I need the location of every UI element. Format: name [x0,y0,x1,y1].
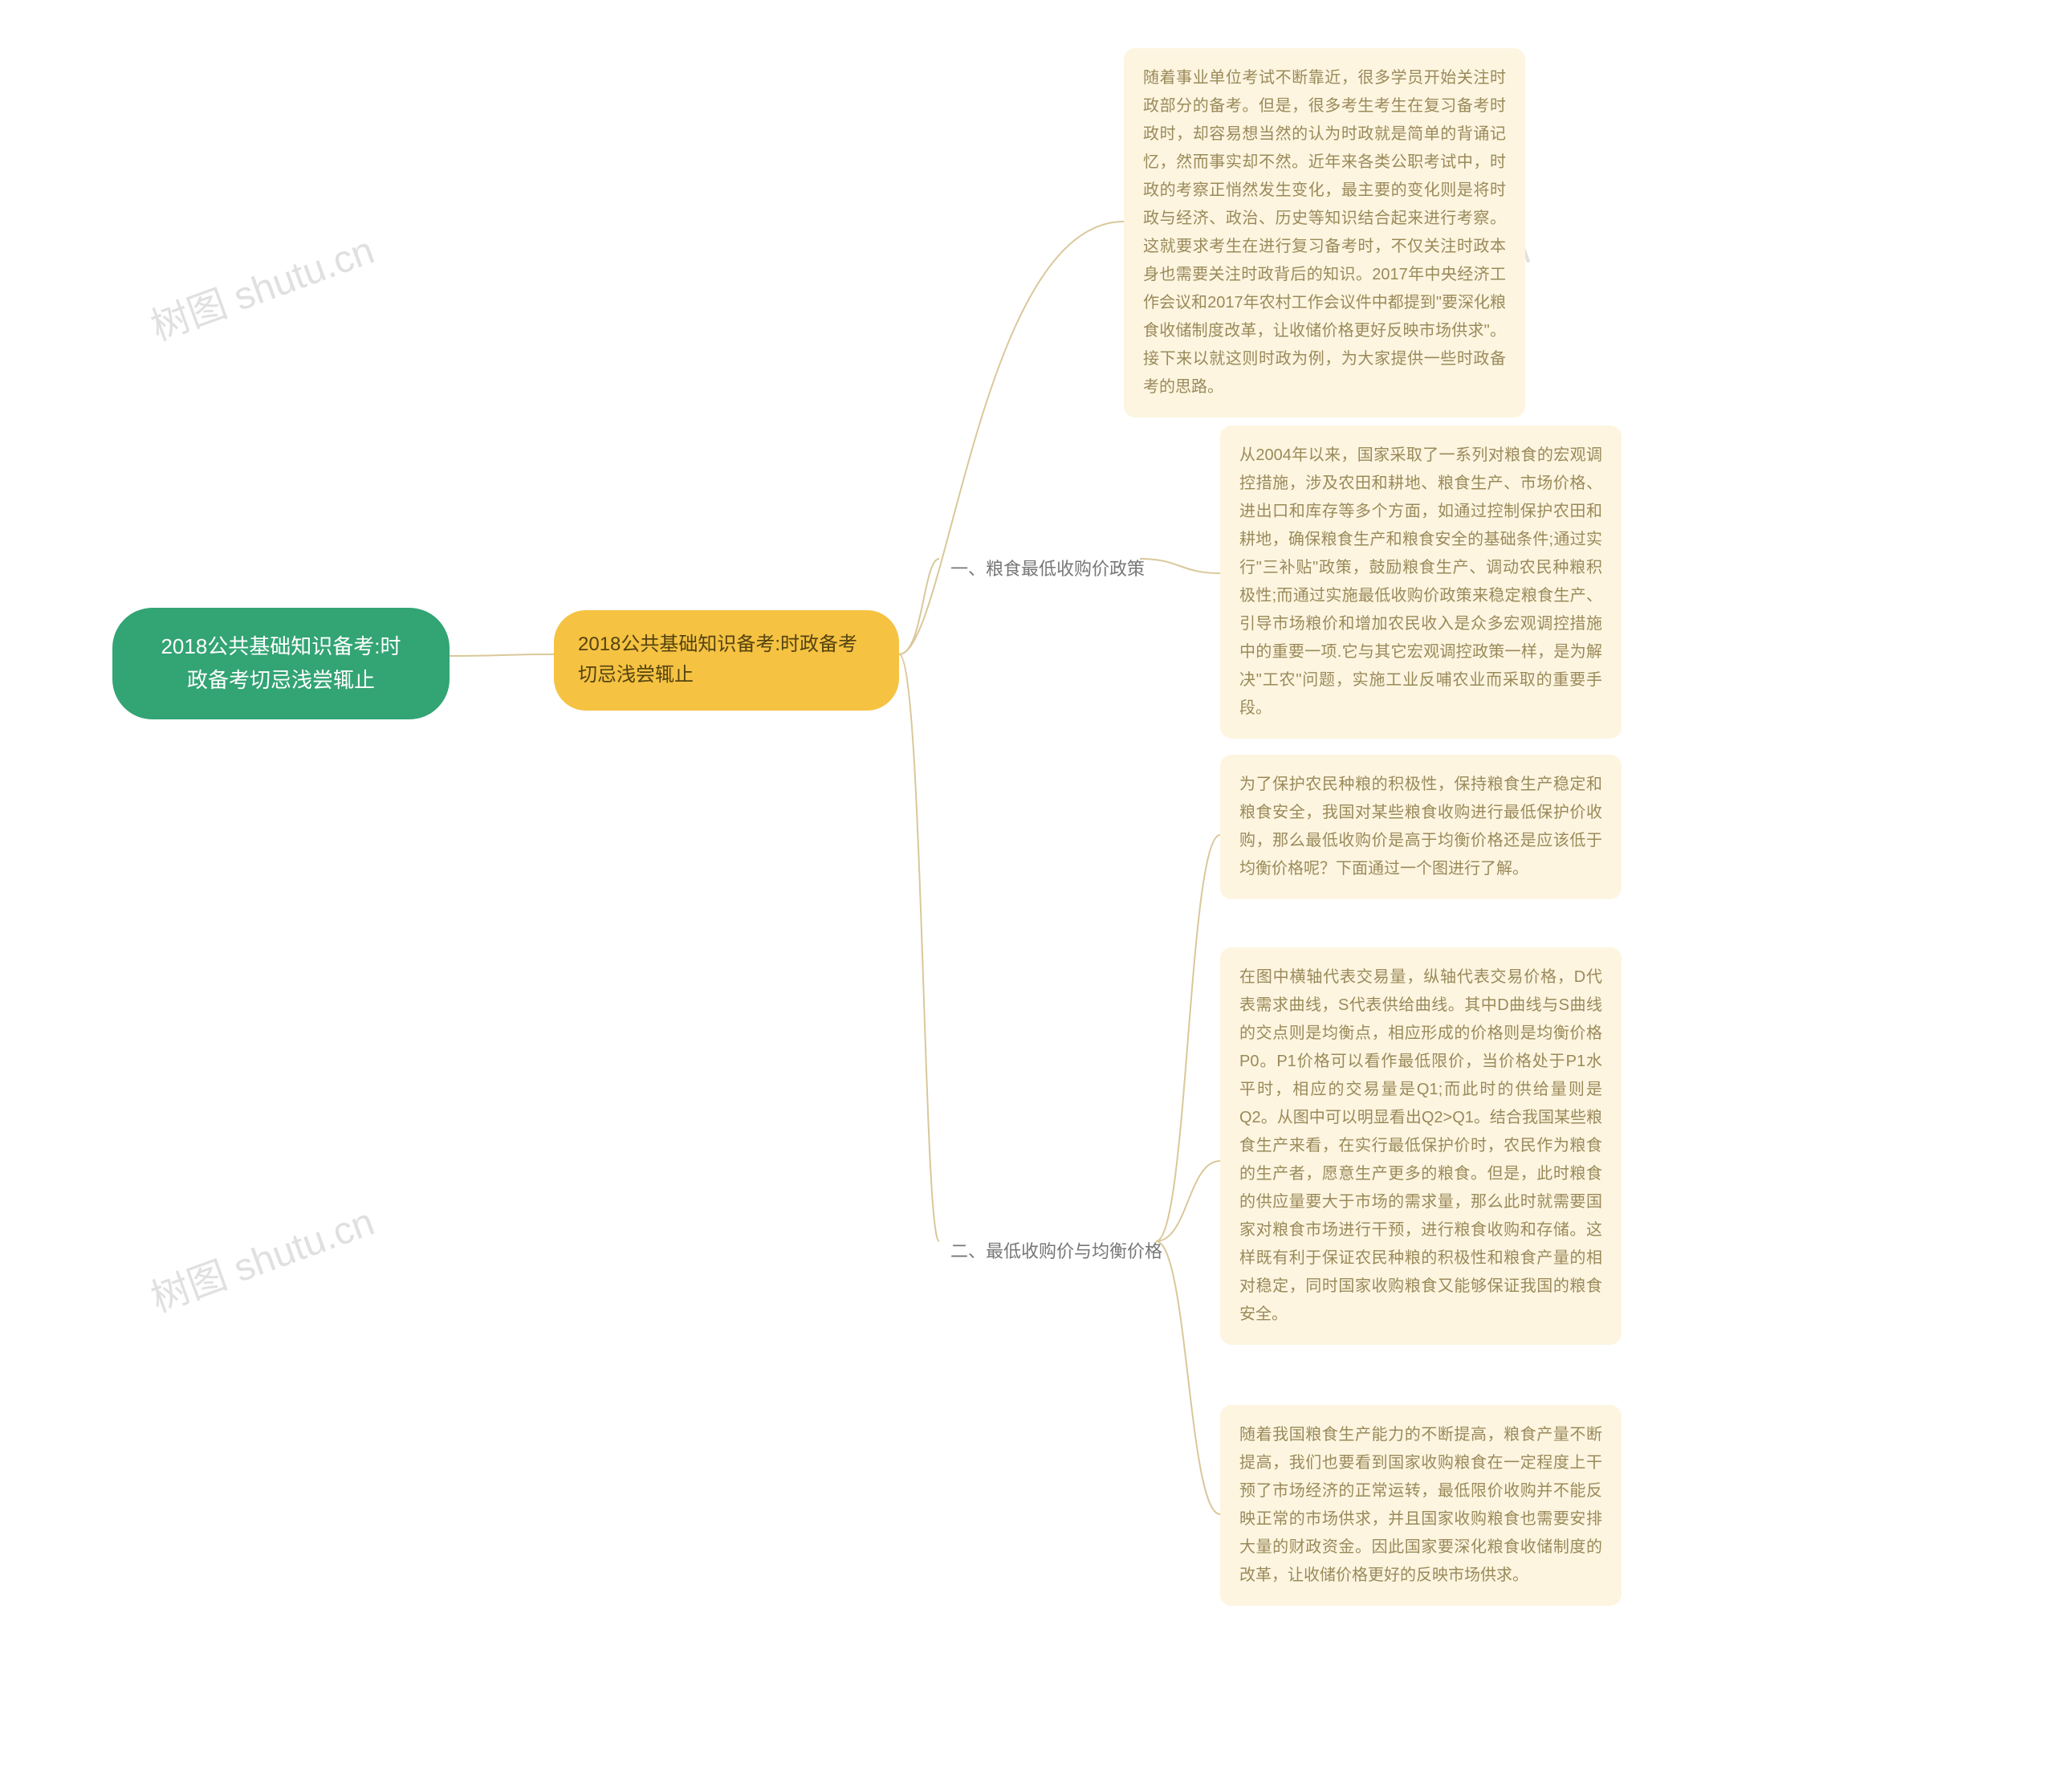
leaf-node-section2-2[interactable]: 随着我国粮食生产能力的不断提高，粮食产量不断提高，我们也要看到国家收购粮食在一定… [1220,1405,1622,1606]
connector-layer [0,0,2055,1792]
leaf-node-section1-0[interactable]: 从2004年以来，国家采取了一系列对粮食的宏观调控措施，涉及农田和耕地、粮食生产… [1220,426,1622,739]
leaf-node-section2-1[interactable]: 在图中横轴代表交易量，纵轴代表交易价格，D代表需求曲线，S代表供给曲线。其中D曲… [1220,947,1622,1345]
leaf-node-section2-0[interactable]: 为了保护农民种粮的积极性，保持粮食生产稳定和粮食安全，我国对某些粮食收购进行最低… [1220,755,1622,899]
watermark: 树图 shutu.cn [142,1190,380,1322]
watermark: 树图 shutu.cn [142,218,380,351]
root-node[interactable]: 2018公共基础知识备考:时政备考切忌浅尝辄止 [112,608,450,719]
branch-node[interactable]: 2018公共基础知识备考:时政备考切忌浅尝辄止 [554,610,899,711]
mindmap-canvas: 树图 shutu.cn 树图 shutu.cn 树图 shutu.cn 树图 s… [0,0,2055,1792]
section-label-2[interactable]: 二、最低收购价与均衡价格 [939,1228,1174,1274]
leaf-node-intro[interactable]: 随着事业单位考试不断靠近，很多学员开始关注时政部分的备考。但是，很多考生考生在复… [1124,48,1525,417]
section-label-1[interactable]: 一、粮食最低收购价政策 [939,546,1156,592]
